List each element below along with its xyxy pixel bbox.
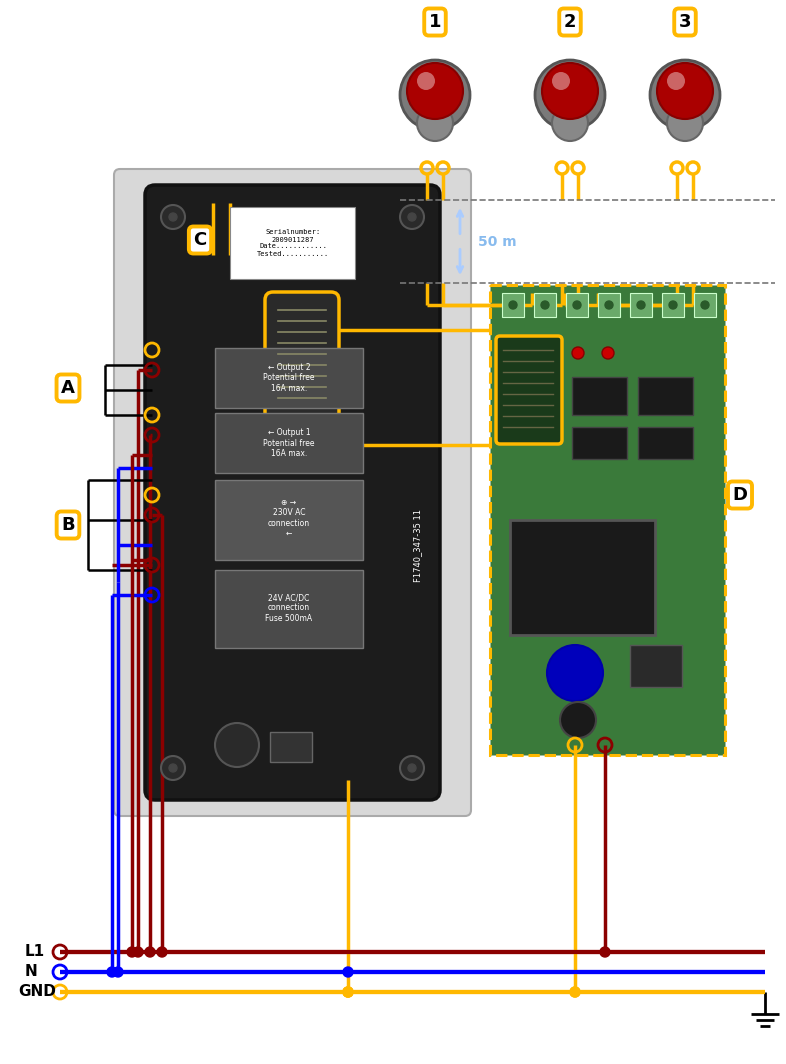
Circle shape [701,301,709,309]
Text: GND: GND [18,984,56,999]
Bar [638,377,693,415]
Circle shape [169,764,177,772]
Bar [662,293,684,317]
Text: 50 m: 50 m [478,234,516,249]
Circle shape [669,301,677,309]
Circle shape [602,347,614,359]
Circle shape [145,947,155,957]
Bar [534,293,556,317]
Circle shape [547,645,603,701]
Circle shape [650,60,720,130]
Circle shape [667,105,703,142]
FancyBboxPatch shape [496,336,562,444]
Circle shape [535,60,605,130]
Circle shape [407,63,463,119]
Circle shape [113,967,123,977]
Circle shape [408,764,416,772]
Bar [694,293,716,317]
Circle shape [215,724,259,767]
Circle shape [343,987,353,997]
Bar [270,732,312,762]
Bar [572,427,627,459]
Bar [490,285,725,755]
Circle shape [400,205,424,229]
Circle shape [161,205,185,229]
Circle shape [541,301,549,309]
Text: 1: 1 [428,13,441,31]
Circle shape [161,757,185,780]
Circle shape [343,987,353,997]
Circle shape [157,947,167,957]
Text: ← Output 2
Potential free
16A max.: ← Output 2 Potential free 16A max. [263,363,314,393]
Text: ← Output 1
Potential free
16A max.: ← Output 1 Potential free 16A max. [263,428,314,458]
Text: D: D [733,486,747,504]
Circle shape [107,967,117,977]
Circle shape [343,967,353,977]
Text: A: A [61,379,75,397]
Bar [215,570,363,648]
Text: F1740_347-35 11: F1740_347-35 11 [413,509,423,582]
Bar [630,645,682,687]
Circle shape [127,947,137,957]
Circle shape [573,301,581,309]
Circle shape [542,63,598,119]
Circle shape [570,987,580,997]
Circle shape [509,301,517,309]
Bar [502,293,524,317]
Text: N: N [25,964,38,980]
FancyBboxPatch shape [114,169,471,816]
Text: B: B [61,516,75,534]
Text: 3: 3 [679,13,691,31]
Text: 2: 2 [564,13,576,31]
Bar [630,293,652,317]
Circle shape [667,72,685,90]
Circle shape [600,947,610,957]
Circle shape [417,105,453,142]
Circle shape [572,347,584,359]
Bar [215,348,363,408]
Circle shape [343,987,353,997]
FancyBboxPatch shape [145,185,440,800]
Bar [566,293,588,317]
Bar [230,207,355,279]
Bar [572,377,627,415]
Circle shape [417,72,435,90]
Text: ⊕ →
230V AC
connection
←: ⊕ → 230V AC connection ← [268,498,310,538]
Bar [638,427,693,459]
Circle shape [552,72,570,90]
Circle shape [169,213,177,221]
Circle shape [560,702,596,738]
Text: Serialnumber:
2009011287
Date............
Tested...........: Serialnumber: 2009011287 Date...........… [257,230,329,256]
Circle shape [605,301,613,309]
Circle shape [133,947,143,957]
Bar [510,520,655,635]
Text: 24V AC/DC
connection
Fuse 500mA: 24V AC/DC connection Fuse 500mA [266,593,313,622]
Circle shape [570,987,580,997]
Circle shape [637,301,645,309]
FancyBboxPatch shape [265,292,339,426]
Circle shape [552,105,588,142]
Bar [598,293,620,317]
Circle shape [400,757,424,780]
Circle shape [400,60,470,130]
Text: C: C [193,231,207,249]
Circle shape [408,213,416,221]
Bar [215,480,363,560]
Bar [215,413,363,473]
Circle shape [657,63,713,119]
Text: L1: L1 [25,945,45,960]
